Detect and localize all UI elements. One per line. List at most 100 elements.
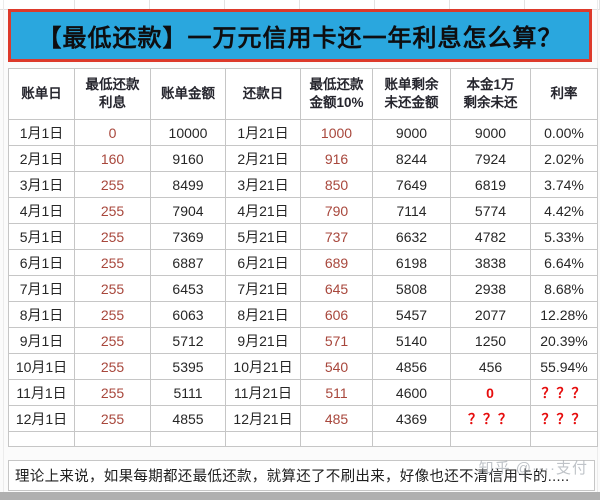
table-cell: 11月21日 [225, 379, 301, 406]
table-row: 1月1日 0 10000 1月21日 1000 9000 9000 0.00% [8, 119, 598, 146]
table-cell: 5457 [372, 301, 451, 328]
empty-cell [530, 431, 598, 447]
table-cell: 5.33% [530, 223, 598, 250]
empty-cell [8, 431, 75, 447]
table-cell: 20.39% [530, 327, 598, 354]
table-cell: 6453 [150, 275, 226, 302]
table-cell: 255 [74, 327, 151, 354]
empty-cell [372, 431, 451, 447]
table-row: 7月1日 255 6453 7月21日 645 5808 2938 8.68% [8, 275, 598, 302]
table-cell: 737 [300, 223, 373, 250]
table-cell: 160 [74, 145, 151, 172]
table-cell: 5111 [150, 379, 226, 406]
table-cell: 7月1日 [8, 275, 75, 302]
table-cell: 8499 [150, 171, 226, 198]
table-cell: 7369 [150, 223, 226, 250]
table-cell: 850 [300, 171, 373, 198]
table-cell: 10月1日 [8, 353, 75, 380]
header-min-repay-interest: 最低还款 利息 [74, 68, 151, 120]
table-cell: 9160 [150, 145, 226, 172]
table-cell: ？？？ [530, 379, 598, 406]
table-cell: 4.42% [530, 197, 598, 224]
header-bill-unpaid: 账单剩余 未还金额 [372, 68, 451, 120]
table-cell: 3838 [450, 249, 531, 276]
table-cell: 10月21日 [225, 353, 301, 380]
table-cell: 3月21日 [225, 171, 301, 198]
table-cell: 12月21日 [225, 405, 301, 432]
table-body: 1月1日 0 10000 1月21日 1000 9000 9000 0.00% 2月1日 160 9… [8, 119, 598, 432]
empty-row [8, 431, 598, 447]
table-cell: 645 [300, 275, 373, 302]
table-cell: 6月21日 [225, 249, 301, 276]
table-cell: 8月1日 [8, 301, 75, 328]
table-cell: 9000 [372, 119, 451, 146]
table-row: 8月1日 255 6063 8月21日 606 5457 2077 12.28% [8, 301, 598, 328]
table-cell: 6.64% [530, 249, 598, 276]
table-row: 5月1日 255 7369 5月21日 737 6632 4782 5.33% [8, 223, 598, 250]
header-min-repay-amount: 最低还款 金额10% [300, 68, 373, 120]
empty-cell [300, 431, 373, 447]
table-cell: 7114 [372, 197, 451, 224]
table-cell: 0.00% [530, 119, 598, 146]
table-cell: 0 [74, 119, 151, 146]
table-row: 6月1日 255 6887 6月21日 689 6198 3838 6.64% [8, 249, 598, 276]
table-cell: 0 [450, 379, 531, 406]
table-cell: 255 [74, 249, 151, 276]
table-cell: 4月1日 [8, 197, 75, 224]
table-cell: 2.02% [530, 145, 598, 172]
table-cell: 4369 [372, 405, 451, 432]
table-cell: 790 [300, 197, 373, 224]
header-principal-unpaid: 本金1万 剩余未还 [450, 68, 531, 120]
table-cell: 6632 [372, 223, 451, 250]
repayment-table: 账单日 最低还款 利息 账单金额 还款日 最低还款 金额10% 账单剩余 未还金… [8, 68, 598, 447]
table-cell: 9000 [450, 119, 531, 146]
empty-cell [150, 431, 226, 447]
table-cell: 2077 [450, 301, 531, 328]
header-row: 账单日 最低还款 利息 账单金额 还款日 最低还款 金额10% 账单剩余 未还金… [8, 68, 598, 120]
table-cell: 5月21日 [225, 223, 301, 250]
left-margin-gridline [3, 0, 4, 500]
table-row: 2月1日 160 9160 2月21日 916 8244 7924 2.02% [8, 145, 598, 172]
table-cell: 6819 [450, 171, 531, 198]
table-cell: 7月21日 [225, 275, 301, 302]
table-cell: 5月1日 [8, 223, 75, 250]
table-cell: 8.68% [530, 275, 598, 302]
header-bill-amount: 账单金额 [150, 68, 226, 120]
title-banner: 【最低还款】一万元信用卡还一年利息怎么算？ [8, 9, 592, 62]
table-cell: ？？？ [530, 405, 598, 432]
empty-cell [74, 431, 151, 447]
table-cell: 4月21日 [225, 197, 301, 224]
header-repay-date: 还款日 [225, 68, 301, 120]
header-interest-rate: 利率 [530, 68, 598, 120]
table-cell: 2月21日 [225, 145, 301, 172]
footnote-text: 理论上来说，如果每期都还最低还款，就算还了不刷出来，好像也还不清信用卡的....… [15, 469, 570, 485]
table-cell: 511 [300, 379, 373, 406]
table-cell: 12月1日 [8, 405, 75, 432]
table-cell: 485 [300, 405, 373, 432]
table-cell: 255 [74, 197, 151, 224]
empty-cell [450, 431, 531, 447]
table-cell: 255 [74, 171, 151, 198]
table-cell: 2938 [450, 275, 531, 302]
table-cell: 5808 [372, 275, 451, 302]
table-cell: 7649 [372, 171, 451, 198]
table-row: 4月1日 255 7904 4月21日 790 7114 5774 4.42% [8, 197, 598, 224]
footnote-box: 理论上来说，如果每期都还最低还款，就算还了不刷出来，好像也还不清信用卡的....… [8, 460, 595, 491]
table-cell: 6月1日 [8, 249, 75, 276]
table-cell: 4855 [150, 405, 226, 432]
table-cell: 7924 [450, 145, 531, 172]
header-bill-date: 账单日 [8, 68, 75, 120]
table-footer [8, 431, 598, 447]
bottom-gray-strip [0, 492, 600, 500]
table-cell: 7904 [150, 197, 226, 224]
table-row: 3月1日 255 8499 3月21日 850 7649 6819 3.74% [8, 171, 598, 198]
table-cell: 55.94% [530, 353, 598, 380]
table-cell: 12.28% [530, 301, 598, 328]
table-cell: 5774 [450, 197, 531, 224]
table-cell: 9月21日 [225, 327, 301, 354]
table-row: 9月1日 255 5712 9月21日 571 5140 1250 20.39% [8, 327, 598, 354]
table-cell: 2月1日 [8, 145, 75, 172]
table-row: 10月1日 255 5395 10月21日 540 4856 456 55.94% [8, 353, 598, 380]
table-cell: 1000 [300, 119, 373, 146]
table-cell: ？？？ [450, 405, 531, 432]
